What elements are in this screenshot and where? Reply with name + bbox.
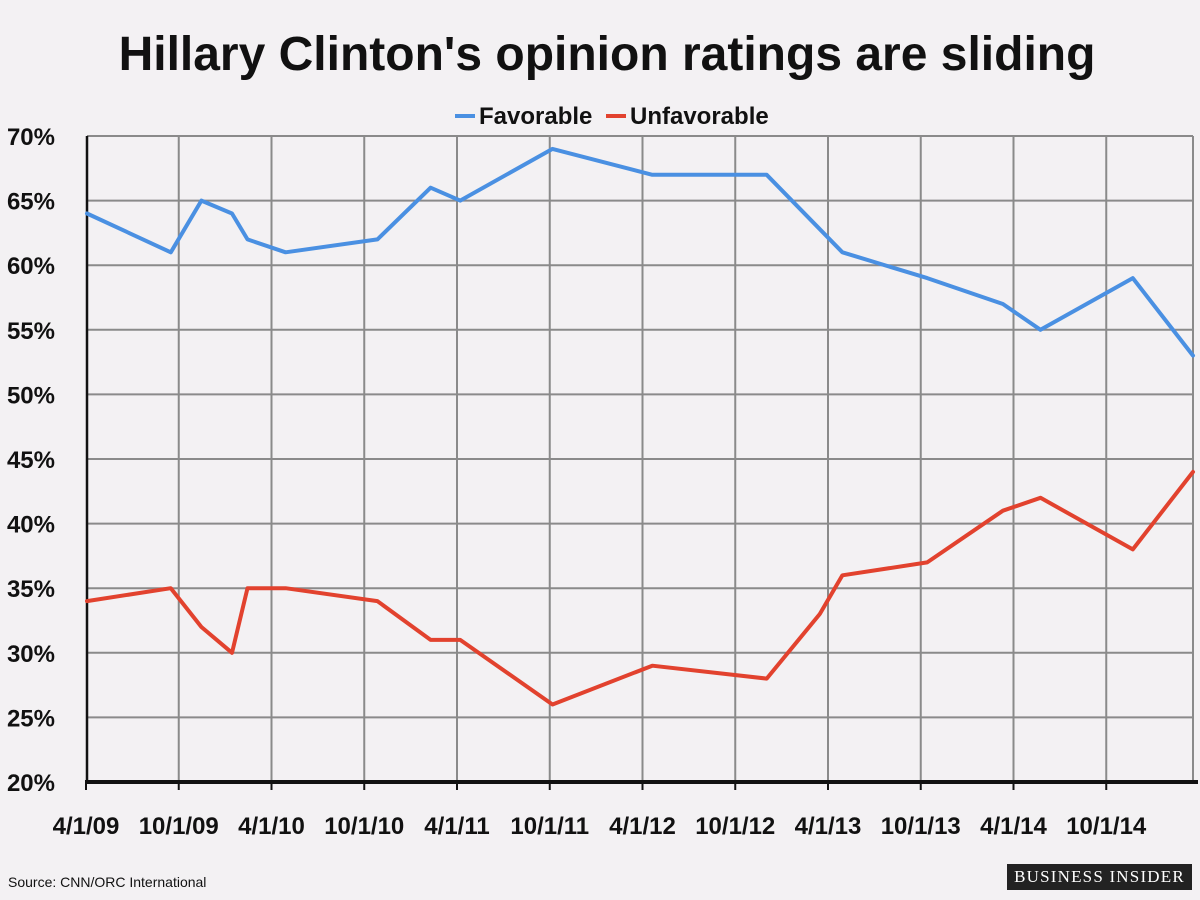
x-tick-label: 4/1/13 <box>795 813 862 840</box>
x-tick-label: 4/1/11 <box>424 813 489 840</box>
y-tick-label: 50% <box>7 382 55 409</box>
y-tick-label: 40% <box>7 512 55 539</box>
chart-title: Hillary Clinton's opinion ratings are sl… <box>119 28 1096 81</box>
y-tick-label: 35% <box>7 576 55 603</box>
legend: Favorable Unfavorable <box>455 103 769 130</box>
y-tick-label: 60% <box>7 253 55 280</box>
series-line-unfavorable <box>85 469 1195 707</box>
x-tick-label: 4/1/12 <box>609 813 676 840</box>
x-tick-label: 10/1/09 <box>139 813 219 840</box>
brand-logo: BUSINESS INSIDER <box>1007 864 1192 890</box>
y-tick-label: 45% <box>7 447 55 474</box>
x-tick-label: 10/1/12 <box>695 813 775 840</box>
y-tick-label: 65% <box>7 189 55 216</box>
x-tick-label: 10/1/11 <box>510 813 589 840</box>
y-tick-label: 25% <box>7 705 55 732</box>
x-tick-label: 4/1/10 <box>238 813 305 840</box>
x-tick-label: 10/1/14 <box>1066 813 1147 840</box>
legend-label-favorable: Favorable <box>479 103 592 130</box>
y-tick-label: 55% <box>7 318 55 345</box>
series-line-favorable <box>85 146 1195 358</box>
axes: 70% 65% 60% 55% 50% 45% 40% 35% 30% 25% 20% 4/1/09 1… <box>7 124 1198 840</box>
legend-label-unfavorable: Unfavorable <box>630 103 769 130</box>
x-tick-label: 10/1/10 <box>324 813 404 840</box>
source-note: Source: CNN/ORC International <box>8 874 207 890</box>
x-tick-label: 4/1/09 <box>53 813 120 840</box>
y-tick-label: 20% <box>7 770 55 797</box>
y-tick-label: 70% <box>7 124 55 151</box>
grid <box>87 135 1194 782</box>
series-lines <box>85 146 1195 707</box>
y-tick-label: 30% <box>7 641 55 668</box>
x-tick-label: 4/1/14 <box>980 813 1047 840</box>
x-tick-label: 10/1/13 <box>881 813 961 840</box>
